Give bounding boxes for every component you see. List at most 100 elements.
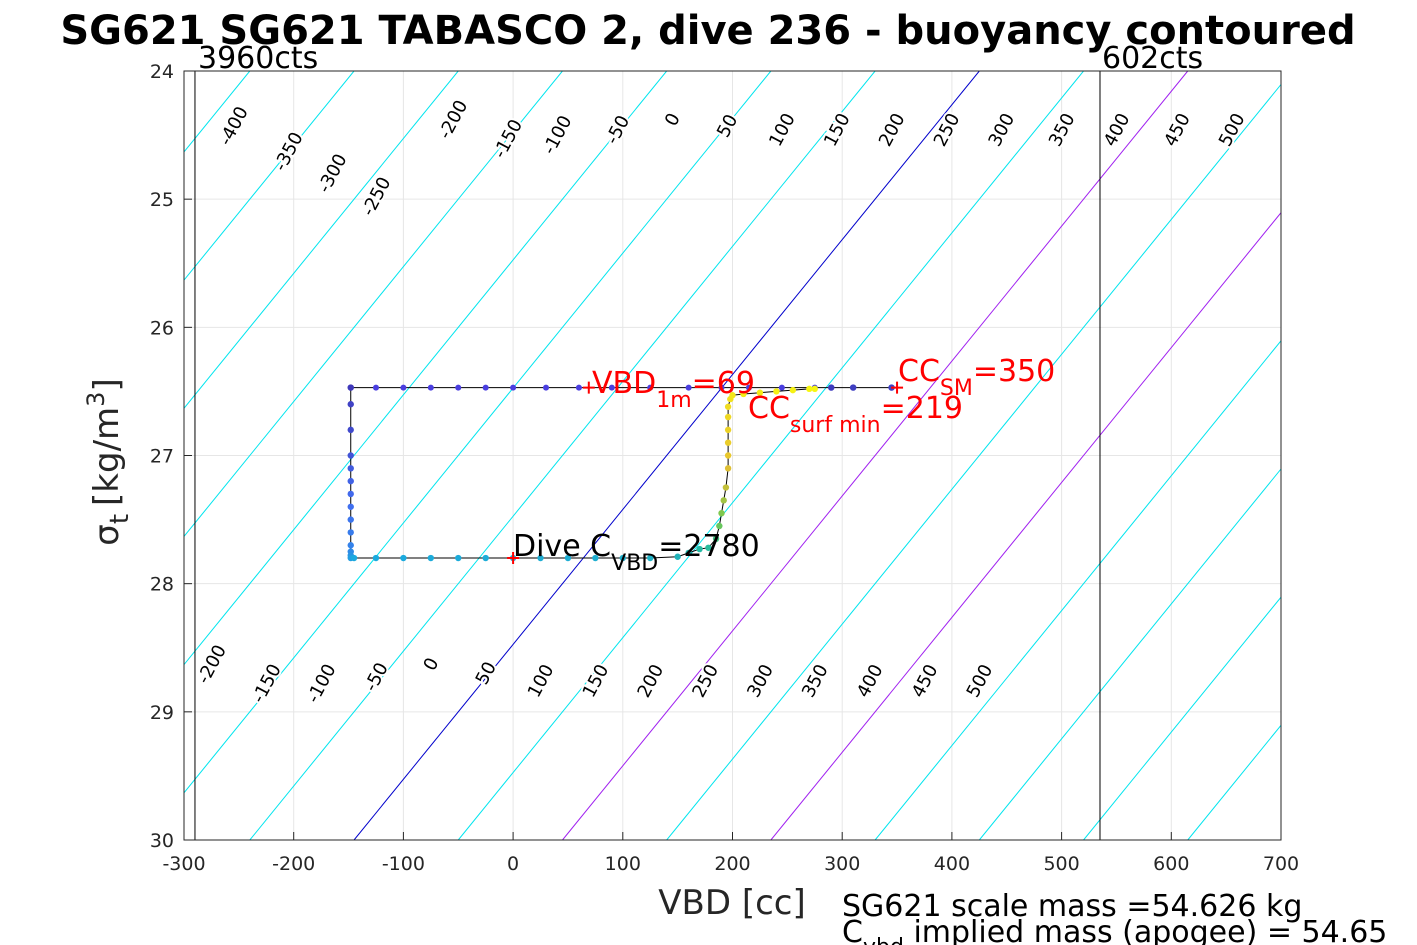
annotation-markers <box>507 381 904 565</box>
track-point <box>724 426 732 434</box>
contour-label: 450 <box>1160 110 1195 150</box>
track-point <box>347 401 354 408</box>
contour-line <box>562 71 1189 840</box>
climb-point <box>718 384 725 391</box>
climb-point <box>455 384 462 391</box>
scale-mass-text: SG621 scale mass =54.626 kg <box>842 889 1302 924</box>
contour-label: 250 <box>930 110 965 150</box>
climb-point <box>778 384 785 391</box>
contour-line <box>978 468 1281 840</box>
cc-surf-min-sub: surf min <box>790 413 881 438</box>
x-tick-label: 600 <box>1153 853 1189 875</box>
track-point <box>347 516 354 523</box>
implied-mass-text: Cvbd implied mass (apogee) = 54.65 <box>842 915 1387 945</box>
contour-line <box>1292 71 1417 840</box>
contour-line <box>874 340 1281 840</box>
axis-ticks: -300 -200 -100 0 100 200 300 400 500 600 700242526… <box>150 61 1299 875</box>
track-point <box>811 385 818 393</box>
y-tick-label: 27 <box>150 446 174 468</box>
x-axis-label: VBD [cc] <box>658 883 806 923</box>
track-point <box>718 509 725 517</box>
climb-point <box>400 384 407 391</box>
x-tick-label: 700 <box>1263 853 1299 875</box>
track-point <box>674 553 681 560</box>
y-axis-close: ] <box>87 378 127 391</box>
track-point <box>372 554 380 562</box>
contour-line <box>184 71 772 794</box>
contour-label: -150 <box>489 116 527 162</box>
contour-label: 500 <box>963 661 998 701</box>
track-point <box>773 388 780 395</box>
implied-mass-sub: vbd <box>863 935 904 945</box>
track-point <box>482 554 489 562</box>
track-point <box>347 477 354 485</box>
cc-sm-annotation: CCSM=350 <box>898 354 1055 401</box>
contour-label: 200 <box>634 661 669 701</box>
track-point <box>400 554 407 562</box>
contour-label: -100 <box>303 661 341 707</box>
x-tick-label: -300 <box>162 853 205 875</box>
contour-line <box>457 71 1084 840</box>
dive-cvbd-value: =2780 <box>658 529 759 564</box>
contour-label: 300 <box>743 661 778 701</box>
vbd-1m-annotation: VBD1m=69 <box>592 366 755 413</box>
vbd-1m-sub: 1m <box>656 388 691 413</box>
cc-sm-value: =350 <box>973 354 1055 389</box>
contour-label: 50 <box>472 658 501 688</box>
dive-cvbd-annotation: Dive CVBD=2780 <box>513 529 760 576</box>
track-point <box>729 392 736 399</box>
contour-line <box>0 71 41 840</box>
track-point <box>705 544 712 551</box>
climb-point <box>647 384 654 391</box>
track-point <box>740 390 747 398</box>
contour-label: -300 <box>314 151 352 197</box>
contour-line <box>666 83 1281 840</box>
contour-label: 150 <box>579 661 614 701</box>
red-plus-marker <box>582 381 595 394</box>
contour-line <box>184 71 563 538</box>
cc-surf-min-annotation: CCsurf min=219 <box>748 391 963 438</box>
track-point <box>712 535 720 543</box>
climb-point <box>608 384 615 391</box>
contour-label: -100 <box>539 112 577 158</box>
contour-label: 150 <box>820 110 855 150</box>
climb-point <box>685 384 692 391</box>
contour-line <box>1083 596 1281 840</box>
y-tick-label: 25 <box>150 189 174 211</box>
contour-label: 250 <box>688 661 723 701</box>
y-axis-label: σt [kg/m3] <box>82 378 135 545</box>
contour-line <box>184 71 459 410</box>
cc-sm-sub: SM <box>940 376 973 401</box>
contour-label: -200 <box>435 97 473 143</box>
contour-label: 200 <box>875 110 910 150</box>
climb-point <box>372 384 379 391</box>
track-point <box>347 426 354 434</box>
dive-cvbd-sub: VBD <box>611 551 658 576</box>
y-tick-label: 28 <box>150 574 174 596</box>
contour-label: -400 <box>215 103 253 149</box>
track-point <box>564 554 572 562</box>
track-point <box>647 554 654 562</box>
track-point <box>427 554 435 562</box>
cts-lines <box>194 71 1101 840</box>
contour-label: 300 <box>985 110 1020 150</box>
buoyancy-contours <box>0 71 1417 840</box>
chart-title: SG621 SG621 TABASCO 2, dive 236 - buoyan… <box>60 8 1355 54</box>
contour-label: 350 <box>798 661 833 701</box>
track-point <box>716 522 723 530</box>
contour-label: 0 <box>419 654 443 674</box>
contour-line <box>249 71 876 840</box>
x-tick-label: -200 <box>272 853 315 875</box>
implied-mass-value: implied mass (apogee) = 54.65 <box>904 915 1388 945</box>
contour-label: -50 <box>360 659 392 695</box>
climb-point <box>482 384 489 391</box>
implied-mass-main: C <box>842 915 863 945</box>
contour-line <box>1396 71 1417 840</box>
track-point <box>347 529 354 536</box>
contour-line <box>184 71 355 281</box>
contour-line <box>770 211 1281 840</box>
y-tick-label: 30 <box>150 830 174 852</box>
track-point <box>724 413 732 421</box>
cc-surf-min-value: =219 <box>881 391 963 426</box>
